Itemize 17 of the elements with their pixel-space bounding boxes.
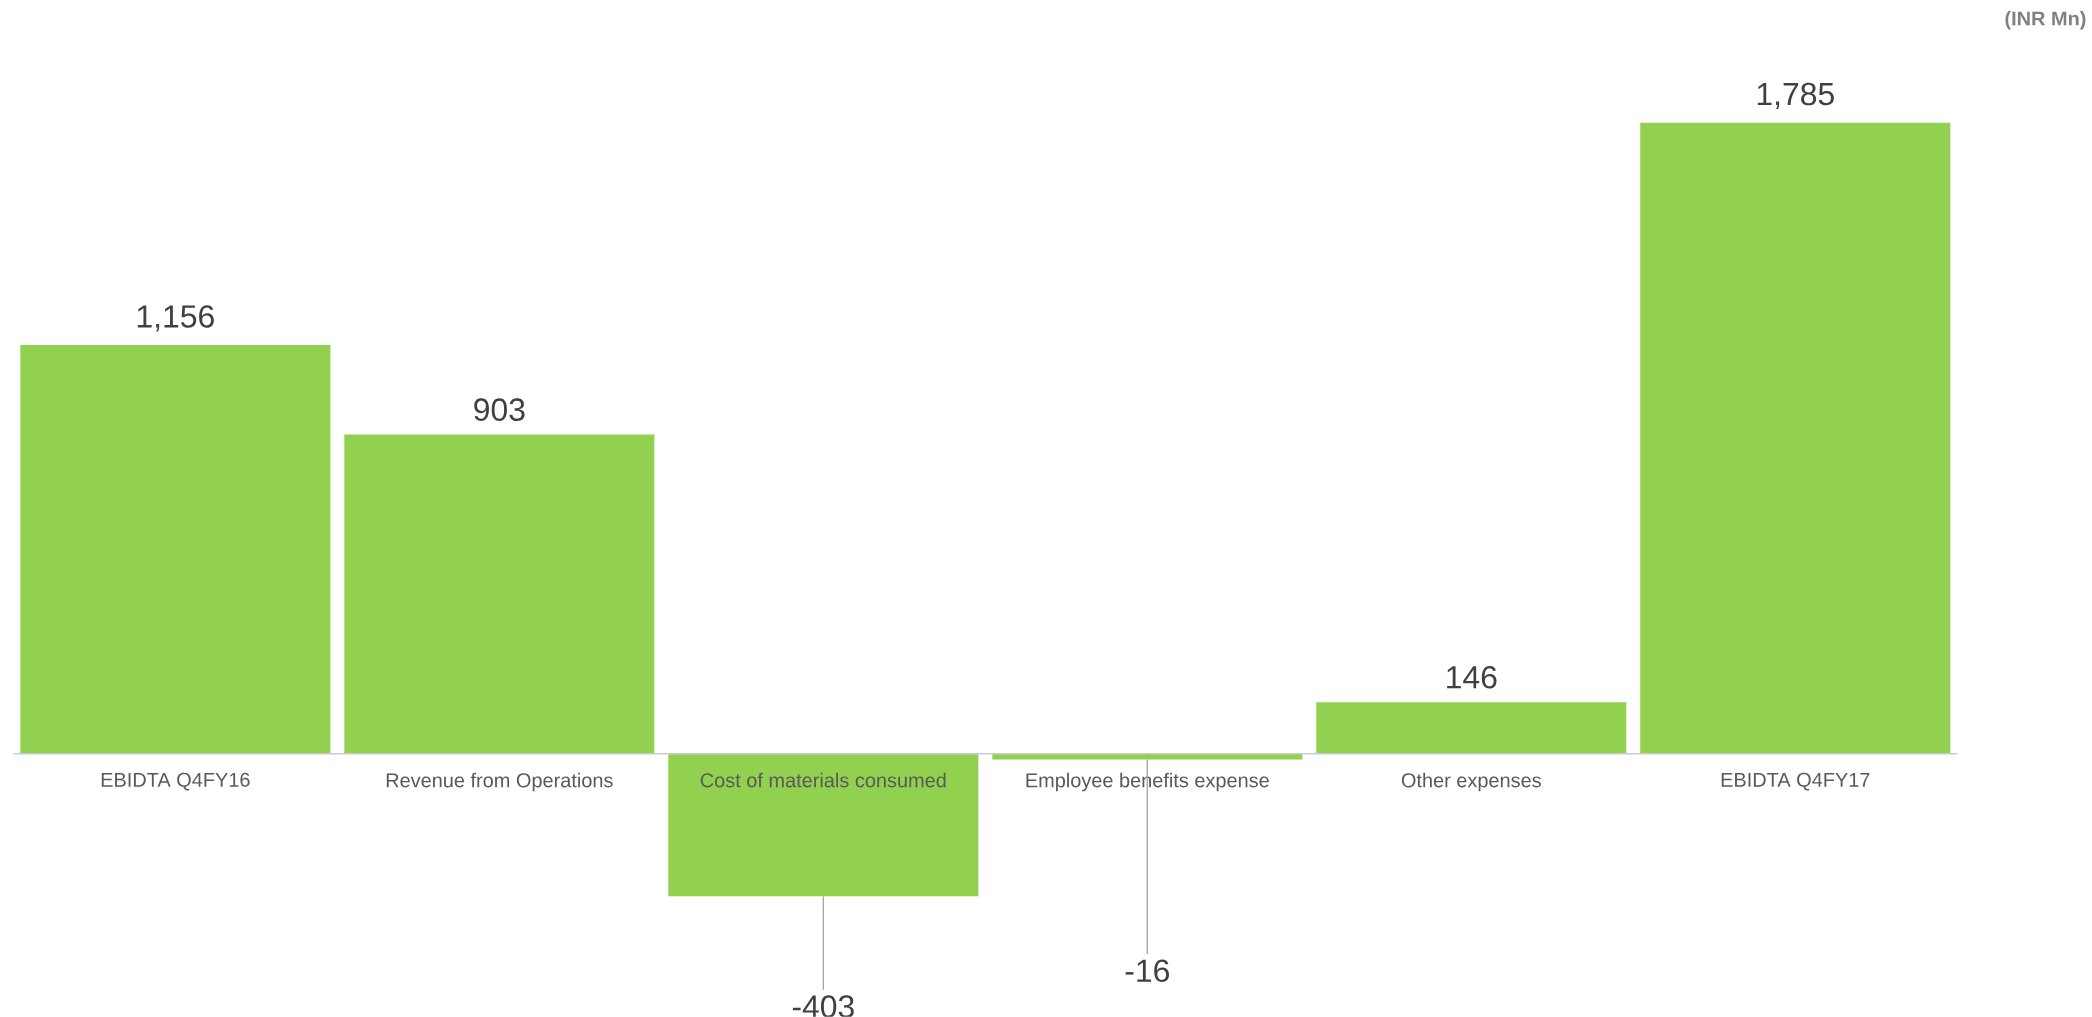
x-tick-label: EBIDTA Q4FY17	[1721, 772, 1870, 791]
data-label: -16	[1125, 959, 1169, 983]
x-tick-label: Cost of materials consumed	[700, 772, 946, 788]
data-label: 146	[1447, 666, 1497, 689]
bar	[1640, 122, 1951, 754]
data-label: 903	[474, 398, 525, 422]
x-tick-label: EBIDTA Q4FY16	[101, 772, 250, 791]
bar	[1316, 702, 1627, 754]
x-tick-label: Other expenses	[1401, 772, 1541, 792]
text: (INR Mn)	[2005, 11, 2086, 30]
bar	[20, 345, 331, 754]
x-tick-label: Revenue from Operations	[386, 772, 613, 792]
bar	[668, 753, 979, 897]
bar	[344, 434, 655, 754]
x-tick-label: Employee benefits expense	[1026, 772, 1269, 792]
data-label: 1,156	[137, 305, 214, 332]
data-label: 1,785	[1757, 82, 1834, 110]
